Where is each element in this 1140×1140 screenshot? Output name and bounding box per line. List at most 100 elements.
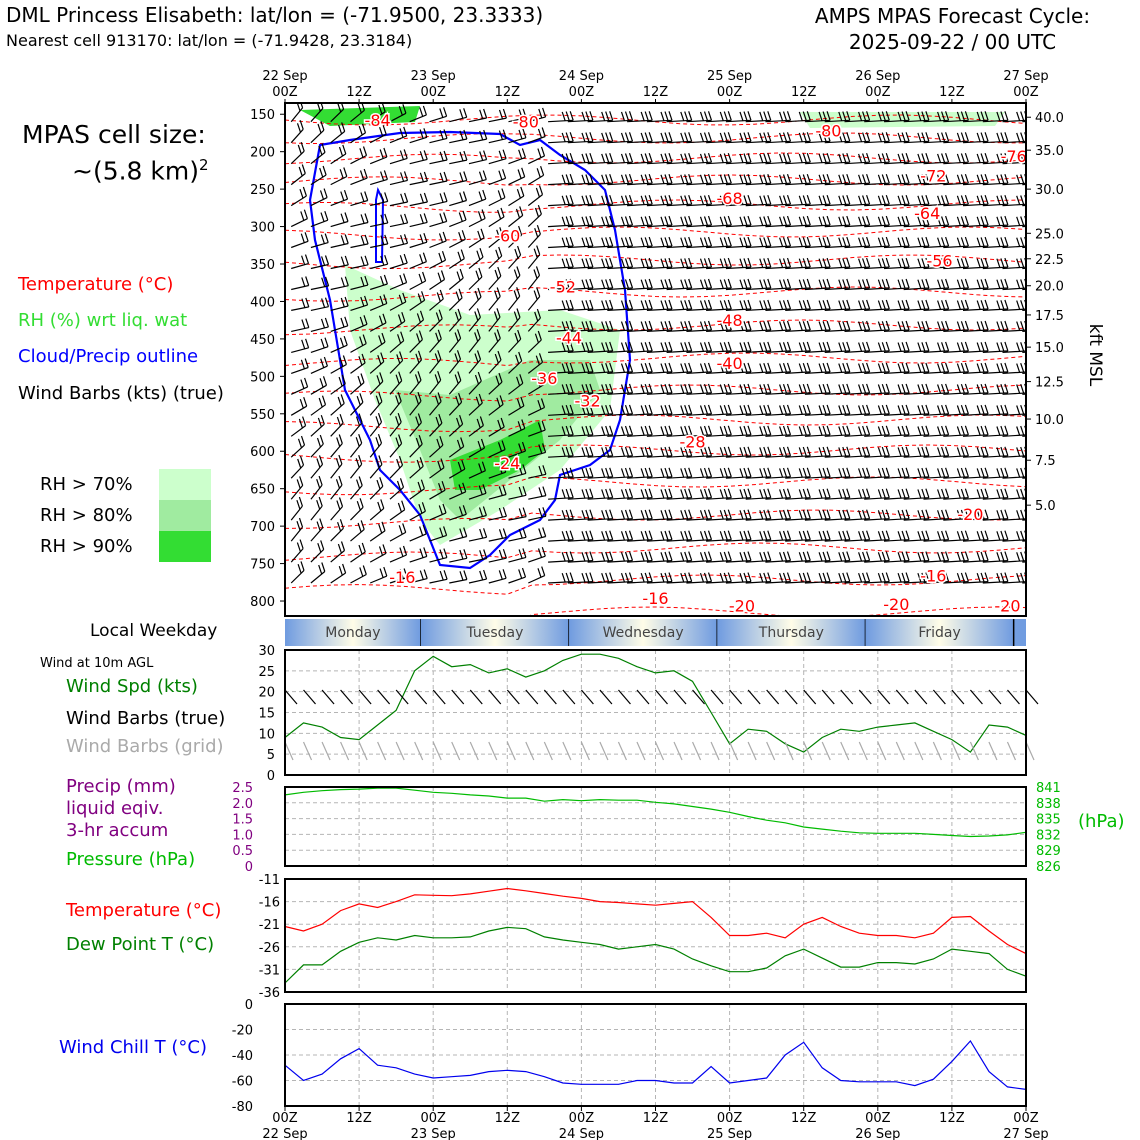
wind-barb-flag — [937, 258, 942, 268]
wind-barb-staff — [310, 346, 329, 353]
precip-label-2: liquid eqiv. — [66, 798, 164, 819]
wind-barb-flag — [858, 363, 863, 373]
wind-barb-flag — [455, 291, 460, 301]
wind-barb-staff — [508, 234, 523, 248]
wind-barb-flag — [862, 216, 867, 226]
wind-barb-flag — [858, 321, 863, 331]
wind-barb-flag — [838, 426, 843, 436]
wind-barb-staff — [449, 179, 467, 186]
wind-barb-staff — [488, 235, 504, 248]
temperature-contour — [285, 319, 1026, 336]
wind-barb-flag — [727, 551, 732, 561]
wind-barb-flag — [763, 153, 768, 163]
wind-barb-flag — [521, 167, 526, 177]
height-tick-label: 20.0 — [1035, 280, 1064, 295]
wind-barb-flag — [624, 153, 630, 163]
date-label: 22 Sep — [262, 1127, 307, 1140]
wind-barb-flag — [826, 132, 831, 142]
wind-barb-flag — [945, 299, 950, 310]
wind-barb-staff — [330, 463, 343, 479]
grid-wind-barb — [414, 741, 424, 761]
grid-wind-barb — [451, 741, 461, 761]
wind-barb-flag — [941, 258, 946, 268]
wind-barb — [784, 689, 798, 705]
wind-barb-flag — [609, 132, 614, 142]
wind-barb-flag — [818, 216, 823, 226]
wind-barb-flag — [609, 320, 614, 331]
wind-barb-flag — [881, 216, 886, 226]
wind-barb-flag — [297, 438, 303, 448]
wind-barb-staff — [389, 157, 408, 165]
wind-barb-flag — [664, 321, 669, 331]
wind-barb-flag — [688, 467, 693, 477]
wind-barb-flag — [984, 425, 989, 435]
wind-barb-flag — [984, 572, 989, 582]
wind-barb-flag — [441, 481, 446, 491]
wind-barb-flag — [569, 111, 574, 121]
wind-barb-flag — [707, 362, 713, 373]
wind-barb-flag — [838, 384, 843, 394]
wind-barb-flag — [624, 321, 630, 331]
wind-barb-flag — [359, 336, 364, 346]
wind-barb-flag — [459, 571, 464, 581]
wind-barb-staff — [409, 465, 424, 479]
wind-barb-flag — [897, 174, 902, 184]
wind-barb-flag — [435, 416, 440, 427]
wind-barb-flag — [437, 460, 442, 471]
pressure-tick-label: 250 — [250, 183, 275, 198]
wind-barb-flag — [589, 320, 594, 331]
wind-barb-flag — [877, 531, 882, 541]
wind-barb-flag — [905, 299, 910, 310]
wind-barb-flag — [782, 174, 788, 184]
wind-barb-flag — [589, 195, 594, 205]
wind-barb-flag — [300, 359, 305, 369]
wind-barb-flag — [782, 509, 788, 520]
wind-barb-staff — [409, 359, 422, 374]
wind-barb-flag — [806, 383, 811, 394]
wind-barb-flag — [565, 174, 570, 184]
temperature-contour-label: -60 — [494, 227, 520, 246]
wind-barb-flag — [743, 446, 748, 457]
wind-barb-flag — [482, 170, 487, 180]
wind-barb-flag — [443, 570, 448, 580]
wind-barb-flag — [668, 111, 673, 121]
wind-barb-flag — [601, 573, 606, 583]
wind-barb-flag — [380, 235, 385, 245]
wind-barb-flag — [747, 404, 752, 415]
wind-barb-flag — [423, 150, 428, 160]
wind-barb-staff — [370, 200, 388, 207]
wind-barb-staff — [429, 137, 448, 144]
wind-barb-flag — [609, 362, 614, 373]
wind-barb-flag — [644, 425, 649, 436]
wind-barb-flag — [862, 342, 867, 352]
wind-barb-flag — [925, 488, 930, 498]
wind-barb-flag — [648, 446, 653, 456]
precip-label-1: Precip (mm) — [66, 776, 176, 797]
wind-barb-flag — [964, 257, 969, 268]
wind-barb-flag — [818, 321, 823, 331]
wind-barb-flag — [917, 321, 922, 331]
wind-barb-flag — [897, 384, 902, 394]
wind-barb-flag — [822, 300, 827, 310]
pressure-tick-label: 350 — [250, 258, 275, 273]
wind-barb-flag — [569, 383, 574, 394]
wind-barb — [729, 689, 743, 705]
wind-barb-flag — [609, 572, 614, 582]
wind-barb-flag — [707, 509, 713, 519]
wind-barb-flag — [976, 426, 981, 436]
wind-barb-flag — [945, 215, 950, 226]
wind-barb-flag — [318, 455, 324, 465]
wind-barb-flag — [1016, 531, 1021, 541]
wind-barb-flag — [628, 257, 634, 268]
wind-barb-flag — [518, 109, 523, 119]
wind-barb — [469, 689, 483, 705]
height-tick-label: 5.0 — [1035, 499, 1056, 514]
wind-barb-flag — [782, 132, 788, 142]
wind-barb-flag — [743, 132, 748, 142]
wind-barb-flag — [680, 279, 685, 289]
wind-barb-flag — [1000, 467, 1005, 478]
grid-wind-barb — [395, 741, 405, 761]
wind-barb-flag — [403, 234, 409, 244]
wind-barb-flag — [684, 153, 689, 163]
wind-barb-flag — [494, 332, 499, 342]
